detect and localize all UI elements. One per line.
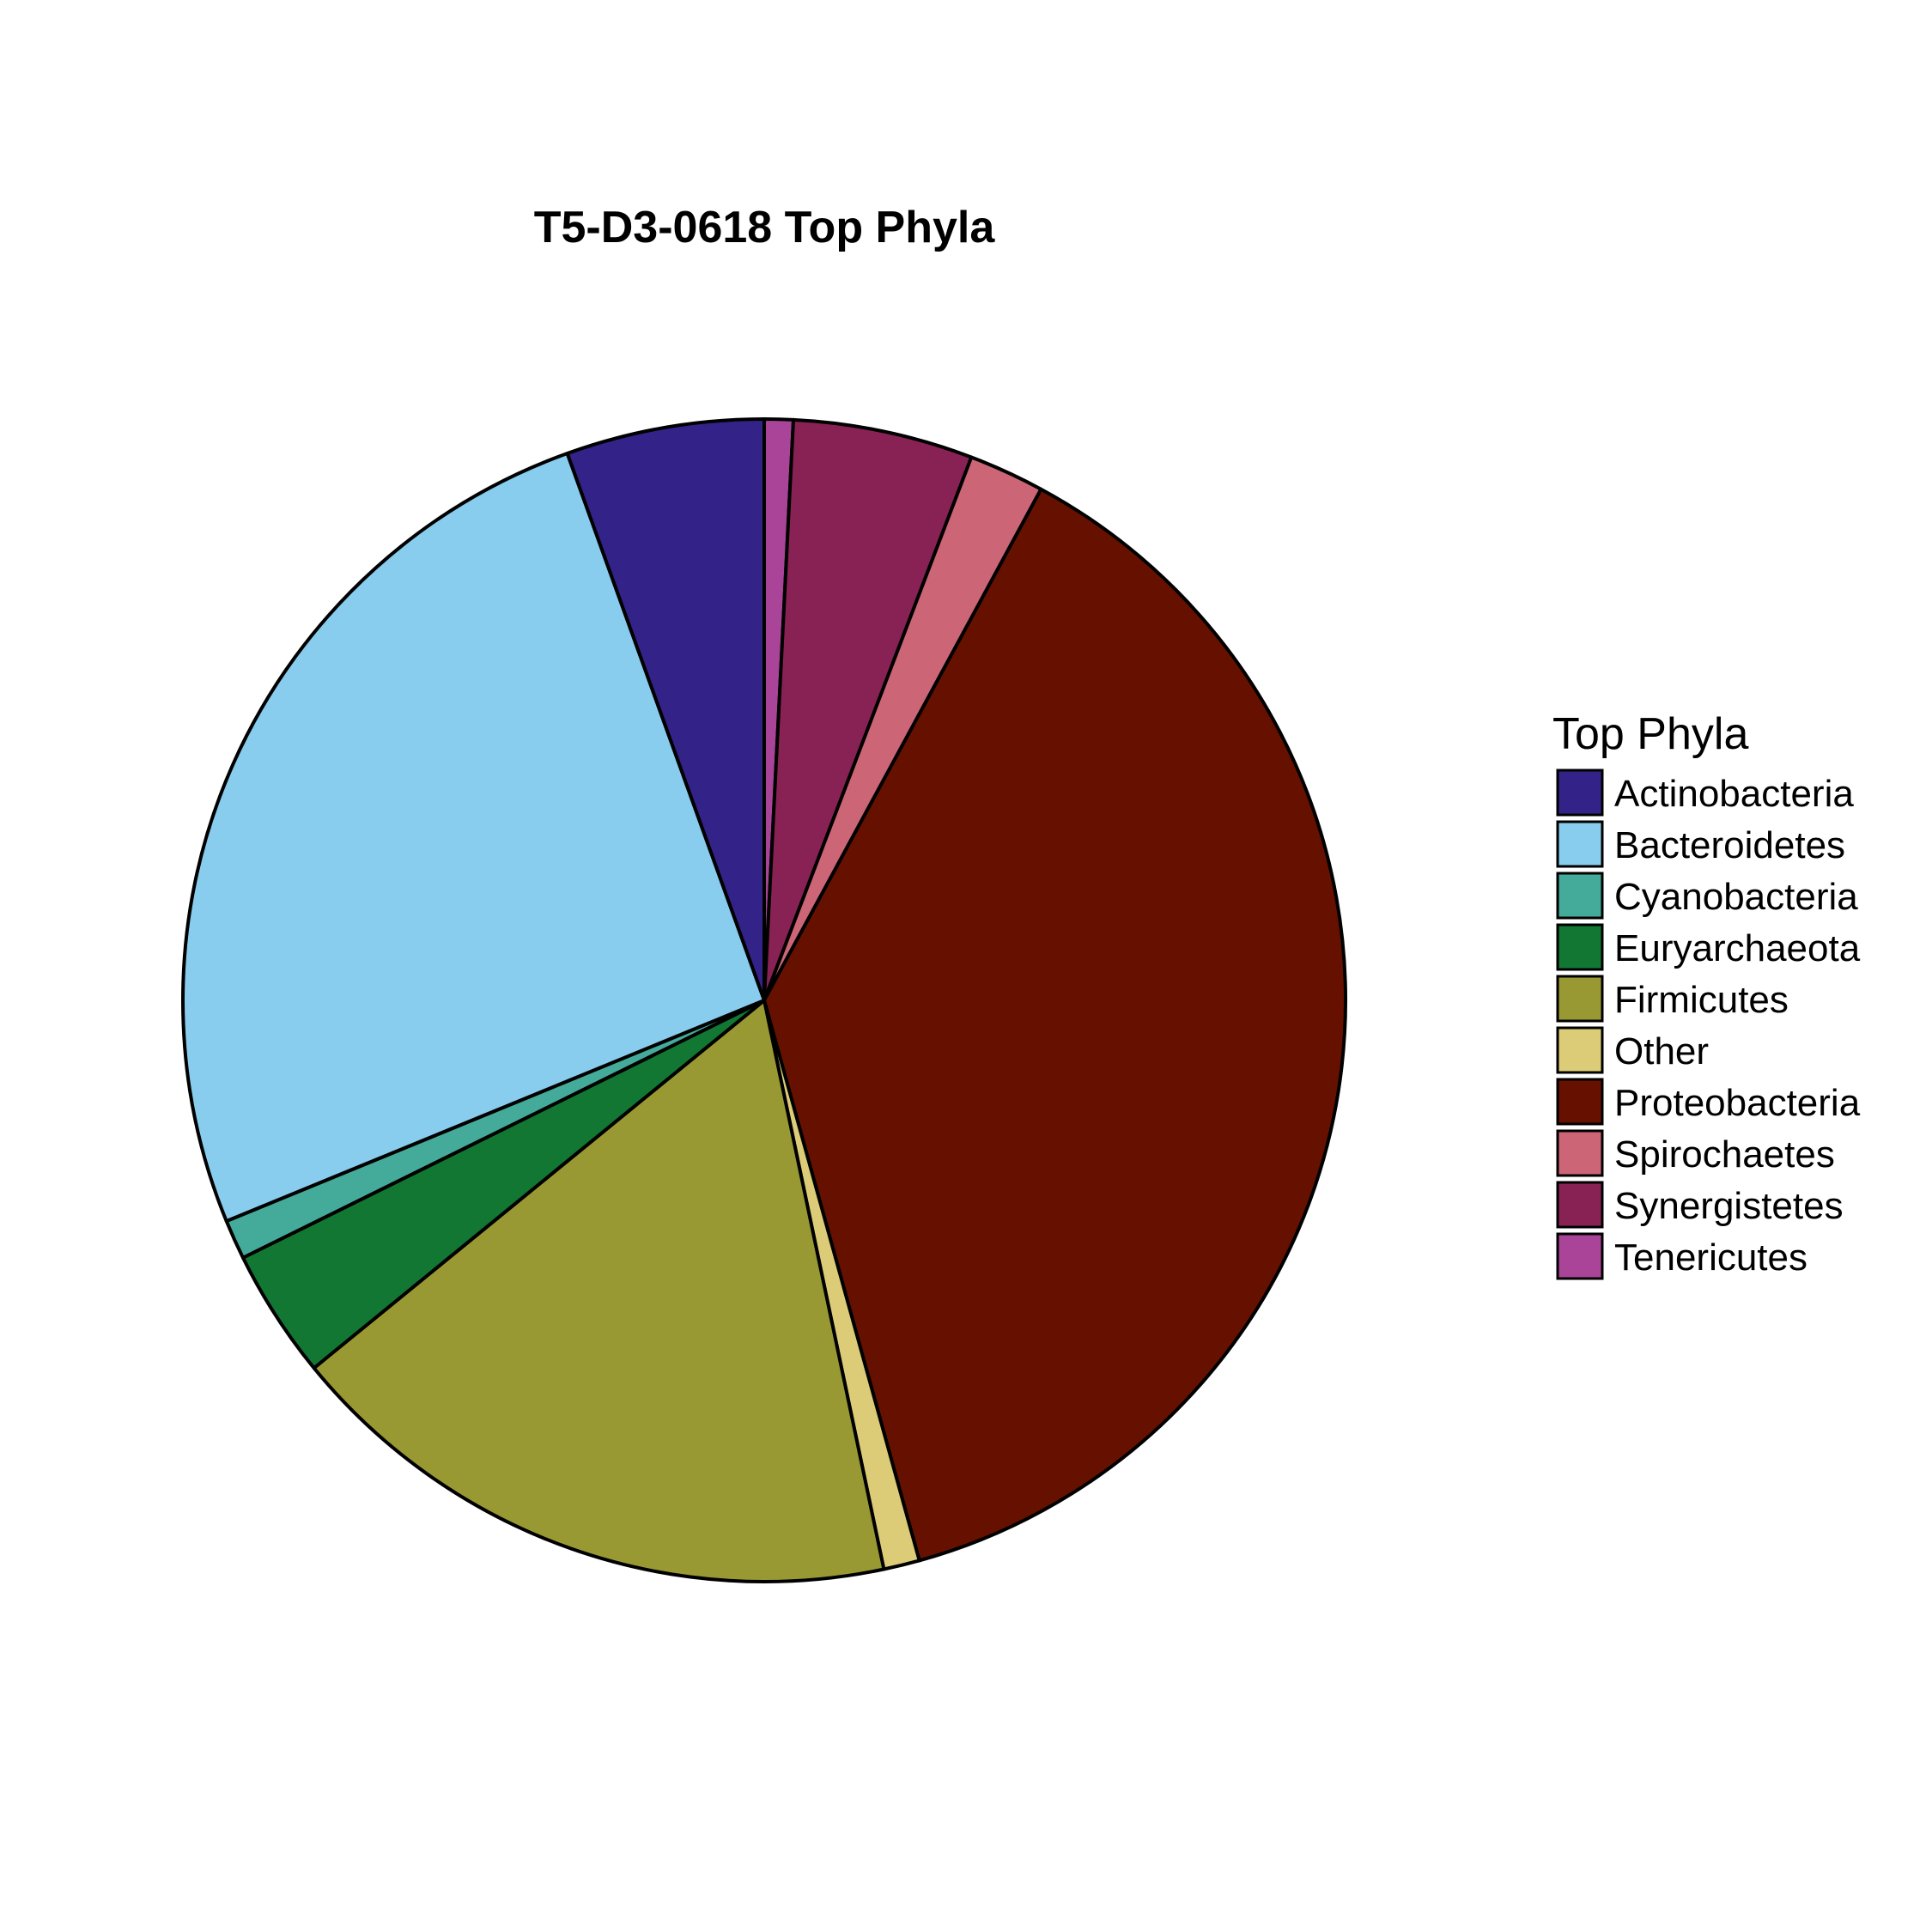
legend-swatch-actinobacteria — [1556, 769, 1604, 817]
legend-swatch-firmicutes — [1556, 975, 1604, 1023]
legend-swatch-synergistetes — [1556, 1181, 1604, 1229]
legend-label-synergistetes: Synergistetes — [1614, 1185, 1844, 1227]
legend-label-euryarchaeota: Euryarchaeota — [1614, 927, 1861, 969]
legend-swatch-bacteroidetes — [1556, 820, 1604, 868]
legend-swatch-proteobacteria — [1556, 1078, 1604, 1126]
pie-slice-synergistetes — [762, 417, 974, 1002]
legend-label-spirochaetes: Spirochaetes — [1614, 1133, 1835, 1176]
legend-swatch-tenericutes — [1556, 1232, 1604, 1280]
legend-label-tenericutes: Tenericutes — [1614, 1236, 1807, 1279]
pie-slices — [181, 417, 1347, 1583]
legend-swatch-spirochaetes — [1556, 1129, 1604, 1177]
chart-title: T5-D3-0618 Top Phyla — [534, 203, 996, 252]
legend-label-proteobacteria: Proteobacteria — [1614, 1082, 1861, 1124]
legend-label-bacteroidetes: Bacteroidetes — [1614, 824, 1845, 866]
pie-slice-actinobacteria — [565, 417, 766, 1002]
legend: Top Phyla Actinobacteria Bacteroidetes Cya… — [1552, 709, 1861, 1280]
legend-label-firmicutes: Firmicutes — [1614, 979, 1789, 1021]
legend-swatch-euryarchaeota — [1556, 923, 1604, 971]
legend-label-actinobacteria: Actinobacteria — [1614, 773, 1854, 815]
pie-slice-proteobacteria — [762, 487, 1347, 1563]
pie-slice-bacteroidetes — [181, 452, 766, 1224]
legend-label-cyanobacteria: Cyanobacteria — [1614, 876, 1858, 918]
pie-slice-firmicutes — [312, 999, 886, 1583]
legend-swatch-cyanobacteria — [1556, 872, 1604, 920]
legend-swatch-other — [1556, 1026, 1604, 1074]
legend-title: Top Phyla — [1552, 709, 1748, 759]
legend-label-other: Other — [1614, 1030, 1709, 1072]
